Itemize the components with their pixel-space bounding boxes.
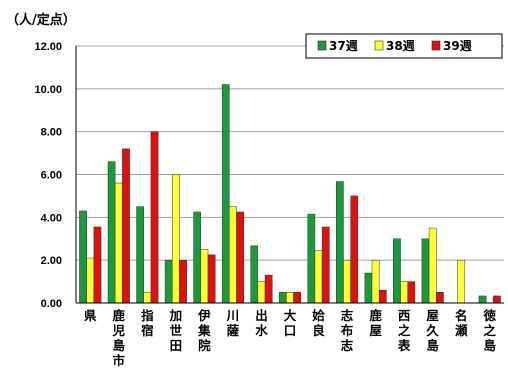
bars [79,84,501,304]
x-tick-label: 鹿児島市 [112,308,126,368]
bar [143,292,152,304]
legend-label: 37週 [329,38,358,53]
bar [229,206,237,304]
y-tick-label: 0.00 [41,298,62,310]
x-tick-label: 出水 [255,308,268,338]
x-tick-label: 西之表 [397,308,411,353]
x-tick-label: 県 [84,308,97,323]
bar [407,281,416,304]
bar [321,226,330,304]
bar [457,259,466,304]
bar [364,272,373,304]
bar [336,181,344,304]
legend-box [305,33,503,59]
bar [343,259,351,304]
legend: 37週 38週 39週 [305,33,503,59]
legend-label: 39週 [443,38,472,53]
bar [350,195,359,304]
bar [122,148,130,304]
x-tick-label: 伊集院 [197,308,211,353]
x-tick-label: 志布志 [341,308,354,353]
bar [378,289,387,304]
bar [478,295,487,304]
bar [236,211,244,304]
bar [286,292,294,304]
y-unit-label: （人/定点） [6,12,76,28]
bar [114,182,123,304]
x-tick-label: 徳之島 [482,308,496,353]
bar [136,206,144,304]
bar [221,84,230,304]
bar [150,131,159,304]
bar [314,250,323,304]
bar [172,174,180,304]
y-tick-label: 6.00 [41,170,62,182]
y-tick-label: 12.00 [34,41,62,53]
y-tick-label: 8.00 [41,127,62,139]
x-tick-label: 姶良 [312,308,325,338]
y-tick-label: 4.00 [41,212,62,224]
bar [264,274,273,304]
y-tick-label: 10.00 [34,84,62,96]
bar [293,292,302,304]
bar [79,210,87,304]
legend-swatch [431,40,441,51]
bar [86,257,95,304]
bar [250,245,259,304]
bar [179,259,187,304]
x-tick-label: 大口 [284,308,297,338]
legend-swatch [374,40,384,51]
legend-swatch [317,40,327,51]
x-tick-label: 鹿屋 [369,308,382,338]
bar [278,292,287,304]
bar [421,238,430,304]
bar [371,259,380,304]
x-tick-label: 屋久島 [425,308,439,353]
bar [436,292,444,304]
bar [428,227,437,304]
bar [393,238,401,304]
x-tick-label: 指宿 [141,308,154,338]
bar [257,281,266,304]
x-tick-label: 名瀬 [454,308,468,338]
legend-label: 38週 [386,38,415,53]
bar [307,213,316,304]
y-tick-label: 2.00 [41,255,62,267]
bar [164,259,173,304]
bar [107,161,116,304]
bar [93,226,102,304]
x-tick-label: 川薩 [226,308,240,338]
bar [207,254,216,304]
bar [400,281,408,304]
x-tick-label: 加世田 [169,308,183,353]
y-tick-labels: 0.00 2.00 4.00 6.00 8.00 10.00 12.00 [34,41,62,310]
bar [493,295,501,304]
bar [200,249,209,304]
bar [193,211,202,304]
